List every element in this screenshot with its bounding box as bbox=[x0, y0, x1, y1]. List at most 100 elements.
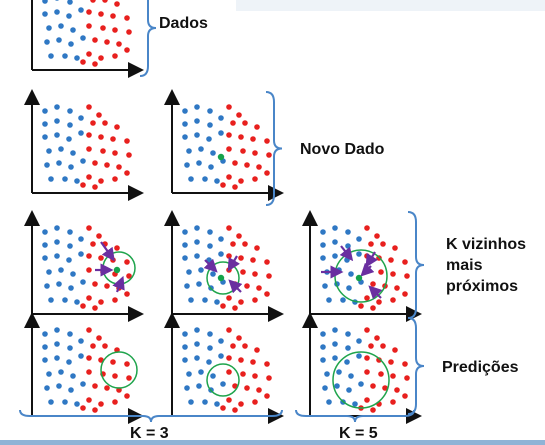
panel-novo-dado-2 bbox=[164, 89, 284, 201]
red-point bbox=[376, 357, 382, 363]
blue-point bbox=[68, 387, 74, 393]
blue-point bbox=[348, 373, 354, 379]
blue-point bbox=[356, 236, 362, 242]
blue-point bbox=[358, 381, 364, 387]
blue-point bbox=[202, 297, 208, 303]
red-point bbox=[230, 343, 236, 349]
blue-point bbox=[344, 359, 350, 365]
red-point bbox=[402, 259, 408, 265]
red-point bbox=[238, 401, 244, 407]
novo-dado-label: Novo Dado bbox=[300, 141, 385, 158]
k5-brace bbox=[295, 409, 415, 423]
blue-point bbox=[194, 239, 200, 245]
red-point bbox=[244, 162, 250, 168]
red-point bbox=[376, 299, 382, 305]
red-point bbox=[390, 399, 396, 405]
blue-point bbox=[332, 355, 338, 361]
blue-point bbox=[196, 160, 202, 166]
red-point bbox=[98, 55, 104, 61]
red-point bbox=[264, 259, 270, 265]
panel-dados bbox=[31, 0, 144, 78]
blue-point bbox=[345, 243, 351, 249]
blue-point bbox=[54, 118, 60, 124]
red-point bbox=[90, 120, 96, 126]
blue-point bbox=[194, 355, 200, 361]
red-point bbox=[252, 297, 258, 303]
blue-point bbox=[78, 236, 84, 242]
blue-point bbox=[218, 338, 224, 344]
blue-point bbox=[184, 385, 190, 391]
blue-point bbox=[74, 401, 80, 407]
blue-point bbox=[182, 229, 188, 235]
blue-point bbox=[356, 251, 362, 257]
blue-point bbox=[42, 11, 48, 17]
new-point bbox=[217, 153, 225, 161]
red-point bbox=[236, 233, 242, 239]
red-point bbox=[98, 401, 104, 407]
blue-point bbox=[196, 281, 202, 287]
blue-point bbox=[42, 255, 48, 261]
blue-point bbox=[214, 178, 220, 184]
red-point bbox=[92, 383, 98, 389]
red-point bbox=[364, 369, 370, 375]
red-point bbox=[266, 375, 272, 381]
red-point bbox=[114, 245, 120, 251]
red-point bbox=[242, 120, 248, 126]
red-point bbox=[250, 257, 256, 263]
red-point bbox=[238, 255, 244, 261]
blue-point bbox=[182, 242, 188, 248]
red-point bbox=[226, 253, 232, 259]
blue-point bbox=[78, 338, 84, 344]
red-point bbox=[102, 0, 108, 3]
blue-point bbox=[66, 136, 72, 142]
red-point bbox=[240, 148, 246, 154]
blue-point bbox=[345, 345, 351, 351]
blue-point bbox=[78, 7, 84, 13]
blue-point bbox=[58, 23, 64, 29]
blue-point bbox=[44, 283, 50, 289]
red-point bbox=[230, 120, 236, 126]
blue-point bbox=[68, 164, 74, 170]
red-point bbox=[104, 162, 110, 168]
blue-point bbox=[188, 176, 194, 182]
red-point bbox=[98, 255, 104, 261]
neighbor-arrow bbox=[360, 262, 375, 277]
red-point bbox=[80, 59, 86, 65]
red-point bbox=[110, 359, 116, 365]
blue-point bbox=[54, 341, 60, 347]
red-point bbox=[244, 385, 250, 391]
red-point bbox=[242, 343, 248, 349]
blue-point bbox=[218, 353, 224, 359]
panel-k3-vizinhos-1 bbox=[24, 210, 144, 322]
neighbor-arrow bbox=[100, 241, 115, 262]
blue-point bbox=[332, 239, 338, 245]
blue-point bbox=[80, 35, 86, 41]
blue-point bbox=[324, 371, 330, 377]
red-point bbox=[124, 393, 130, 399]
red-point bbox=[226, 327, 232, 333]
neighbor-arrow bbox=[365, 251, 379, 268]
blue-point bbox=[194, 104, 200, 110]
red-point bbox=[80, 303, 86, 309]
red-point bbox=[220, 405, 226, 411]
panel-k3-vizinhos-2 bbox=[164, 210, 284, 322]
red-point bbox=[404, 375, 410, 381]
blue-point bbox=[336, 369, 342, 375]
red-point bbox=[370, 305, 376, 311]
blue-point bbox=[186, 269, 192, 275]
red-point bbox=[86, 267, 92, 273]
blue-point bbox=[210, 150, 216, 156]
red-point bbox=[242, 241, 248, 247]
red-point bbox=[86, 369, 92, 375]
red-point bbox=[98, 178, 104, 184]
blue-point bbox=[348, 271, 354, 277]
red-point bbox=[124, 47, 130, 53]
red-point bbox=[232, 305, 238, 311]
red-point bbox=[226, 267, 232, 273]
neighbor-arrow bbox=[112, 275, 125, 293]
neighbor-arrow bbox=[227, 255, 241, 272]
red-point bbox=[226, 225, 232, 231]
blue-point bbox=[206, 359, 212, 365]
red-point bbox=[252, 176, 258, 182]
